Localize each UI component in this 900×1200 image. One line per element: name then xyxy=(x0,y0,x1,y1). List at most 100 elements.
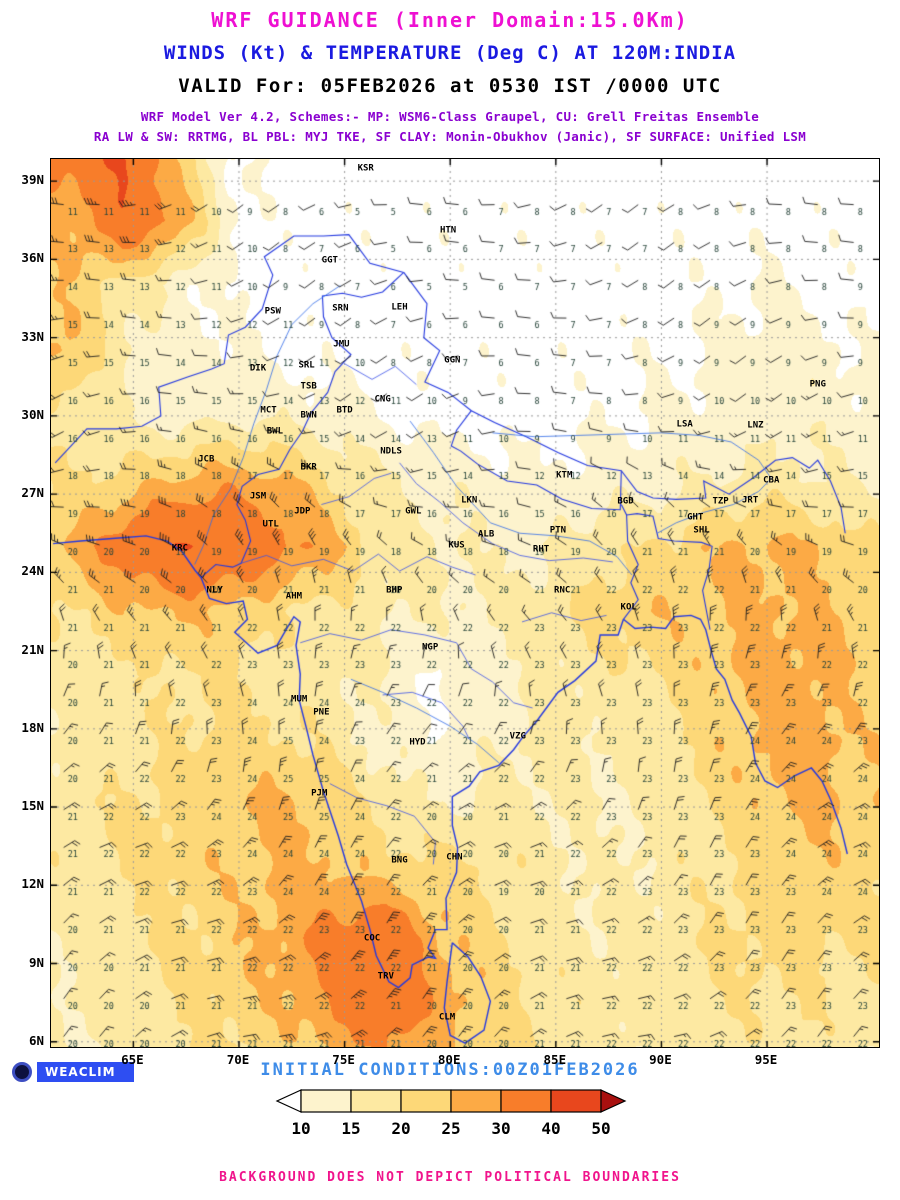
station-label: CBA xyxy=(763,475,780,486)
colorbar-svg: 10 15 20 25 30 40 50 xyxy=(275,1089,627,1138)
station-label: TSB xyxy=(300,381,317,392)
station-label: JSM xyxy=(249,491,267,502)
station-label: PSW xyxy=(264,306,281,317)
station-label: AHM xyxy=(285,591,303,602)
station-label: SRN xyxy=(332,303,349,314)
station-label: ALB xyxy=(477,529,495,540)
station-label: JRT xyxy=(742,495,759,506)
station-label: GGT xyxy=(321,255,338,266)
lat-axis-label: 36N xyxy=(21,250,44,266)
lat-axis-label: 21N xyxy=(21,641,44,657)
station-label: RHT xyxy=(532,544,550,555)
station-label: CLM xyxy=(438,1012,456,1023)
station-label: RNC xyxy=(554,585,571,596)
colorbar-label: 25 xyxy=(441,1119,460,1138)
station-label: BNG xyxy=(391,855,408,866)
station-label: BHP xyxy=(386,585,403,596)
colorbar-segment xyxy=(550,1089,602,1113)
station-label: KSR xyxy=(357,163,374,174)
lat-axis-label: 9N xyxy=(28,954,44,970)
station-label: NDLS xyxy=(380,446,402,457)
station-label: JCB xyxy=(198,454,215,465)
station-label: GHT xyxy=(687,512,704,523)
station-label: LKN xyxy=(461,495,478,506)
station-label: PNG xyxy=(809,379,826,390)
colorbar-label: 30 xyxy=(491,1119,510,1138)
weaclim-logo: WEACLIM xyxy=(12,1062,134,1082)
weaclim-logo-icon xyxy=(12,1062,32,1082)
lat-axis-label: 6N xyxy=(28,1032,44,1048)
station-label: GWL xyxy=(405,506,422,517)
lat-axis-label: 30N xyxy=(21,406,44,422)
lon-axis-label: 70E xyxy=(226,1052,250,1067)
colorbar-label: 50 xyxy=(591,1119,610,1138)
station-label: LNZ xyxy=(747,420,764,431)
station-label: BTD xyxy=(336,405,353,416)
wind-speed-colorbar: 10 15 20 25 30 40 50 xyxy=(271,1086,629,1144)
model-config-line-2: RA LW & SW: RRTMG, BL PBL: MYJ TKE, SF C… xyxy=(93,129,807,144)
station-label: KTM xyxy=(556,470,573,481)
station-label: HYD xyxy=(409,737,426,748)
station-label: COC xyxy=(363,933,381,944)
model-config-line-1: WRF Model Ver 4.2, Schemes:- MP: WSM6-Cl… xyxy=(140,109,760,124)
lon-axis-label: 85E xyxy=(543,1052,567,1067)
station-label: KRC xyxy=(171,543,188,554)
station-label: JDP xyxy=(294,506,311,517)
colorbar-label: 10 xyxy=(291,1119,310,1138)
lon-axis-label: 95E xyxy=(754,1052,778,1067)
lon-axis-label: 80E xyxy=(437,1052,461,1067)
station-label: DIK xyxy=(249,363,267,374)
lat-axis-label: 27N xyxy=(21,485,44,501)
page-subtitle: WINDS (Kt) & TEMPERATURE (Deg C) AT 120M… xyxy=(163,42,737,64)
colorbar-label: 20 xyxy=(391,1119,410,1138)
station-label: LSA xyxy=(676,419,693,430)
lat-axis-label: 15N xyxy=(21,798,44,814)
station-label: TZP xyxy=(712,496,729,507)
station-label: NGP xyxy=(422,642,439,653)
station-label: BWN xyxy=(300,410,317,421)
station-label: UTL xyxy=(262,519,279,530)
initial-conditions-text: INITIAL CONDITIONS:00Z01FEB2026 xyxy=(260,1060,640,1080)
colorbar-segment xyxy=(400,1089,452,1113)
station-label: GGN xyxy=(444,355,461,366)
station-label: NLY xyxy=(206,585,223,596)
colorbar-label: 40 xyxy=(541,1119,560,1138)
station-label: BKR xyxy=(300,462,317,473)
station-label: BGD xyxy=(617,496,634,507)
page-title: WRF GUIDANCE (Inner Domain:15.0Km) xyxy=(211,8,689,32)
station-label: PNE xyxy=(313,707,330,718)
station-label: KUS xyxy=(448,540,465,551)
lon-axis-label: 65E xyxy=(121,1052,144,1067)
colorbar-label: 15 xyxy=(341,1119,360,1138)
disclaimer-text: BACKGROUND DOES NOT DEPICT POLITICAL BOU… xyxy=(219,1170,681,1185)
weaclim-logo-label: WEACLIM xyxy=(37,1062,134,1082)
lat-axis-label: 39N xyxy=(21,172,44,188)
station-label: HTN xyxy=(439,225,457,236)
weather-map: KSR HTN GGT LEH SRN PSW JMU GGN DIK SRL TSB MCT BWN B… xyxy=(50,158,880,1048)
colorbar-segment xyxy=(450,1089,502,1113)
colorbar-segment xyxy=(350,1089,402,1113)
station-label: PJM xyxy=(311,788,328,799)
lon-axis-label: 90E xyxy=(649,1052,672,1067)
station-label: KOL xyxy=(620,602,637,613)
lat-axis-label: 24N xyxy=(21,563,44,579)
station-label: CNG xyxy=(374,394,391,405)
station-label: CHN xyxy=(446,852,463,863)
station-label: LEH xyxy=(391,302,408,313)
colorbar-segment xyxy=(300,1089,352,1113)
station-label: TRV xyxy=(377,971,394,982)
station-label: PTN xyxy=(549,525,567,536)
station-label: BWL xyxy=(266,426,284,437)
station-label: MCT xyxy=(260,405,277,416)
station-label: JMU xyxy=(333,339,350,350)
colorbar-segment xyxy=(500,1089,552,1113)
map-canvas xyxy=(51,159,879,1047)
station-label: SRL xyxy=(298,360,315,371)
station-label: MUM xyxy=(291,694,308,705)
valid-line: VALID For: 05FEB2026 at 0530 IST /0000 U… xyxy=(178,75,722,97)
lat-axis-label: 12N xyxy=(21,876,44,892)
lat-axis-label: 33N xyxy=(21,328,44,344)
station-label: VZG xyxy=(509,731,526,742)
lat-axis-label: 18N xyxy=(21,719,44,735)
